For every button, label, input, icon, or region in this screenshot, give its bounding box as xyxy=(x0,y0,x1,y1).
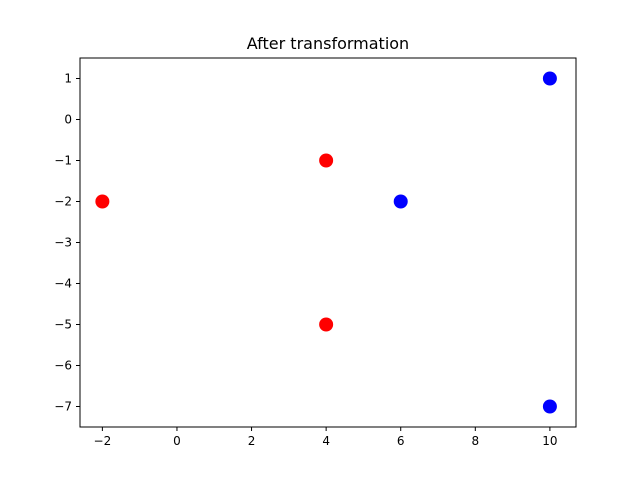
x-tick-label: 8 xyxy=(471,434,479,448)
y-tick-label: −5 xyxy=(54,318,72,332)
x-tick-label: 6 xyxy=(397,434,405,448)
x-tick-label: −2 xyxy=(94,434,112,448)
x-tick-label: 10 xyxy=(542,434,557,448)
x-tick-label: 0 xyxy=(173,434,181,448)
x-tick-label: 4 xyxy=(322,434,330,448)
y-tick-label: 1 xyxy=(64,72,72,86)
plot-frame xyxy=(79,57,577,428)
scatter-point xyxy=(542,71,557,86)
y-tick-label: −4 xyxy=(54,277,72,291)
y-tick-label: −7 xyxy=(54,400,72,414)
scatter-point xyxy=(542,399,557,414)
points-layer xyxy=(95,71,557,414)
scatter-point xyxy=(95,194,110,209)
scatter-point xyxy=(319,317,334,332)
y-tick-label: −2 xyxy=(54,195,72,209)
chart-title: After transformation xyxy=(247,34,409,53)
scatter-point xyxy=(393,194,408,209)
y-tick-label: −1 xyxy=(54,154,72,168)
y-tick-label: −3 xyxy=(54,236,72,250)
y-tick-label: 0 xyxy=(64,113,72,127)
scatter-point xyxy=(319,153,334,168)
y-tick-label: −6 xyxy=(54,359,72,373)
x-tick-label: 2 xyxy=(248,434,256,448)
